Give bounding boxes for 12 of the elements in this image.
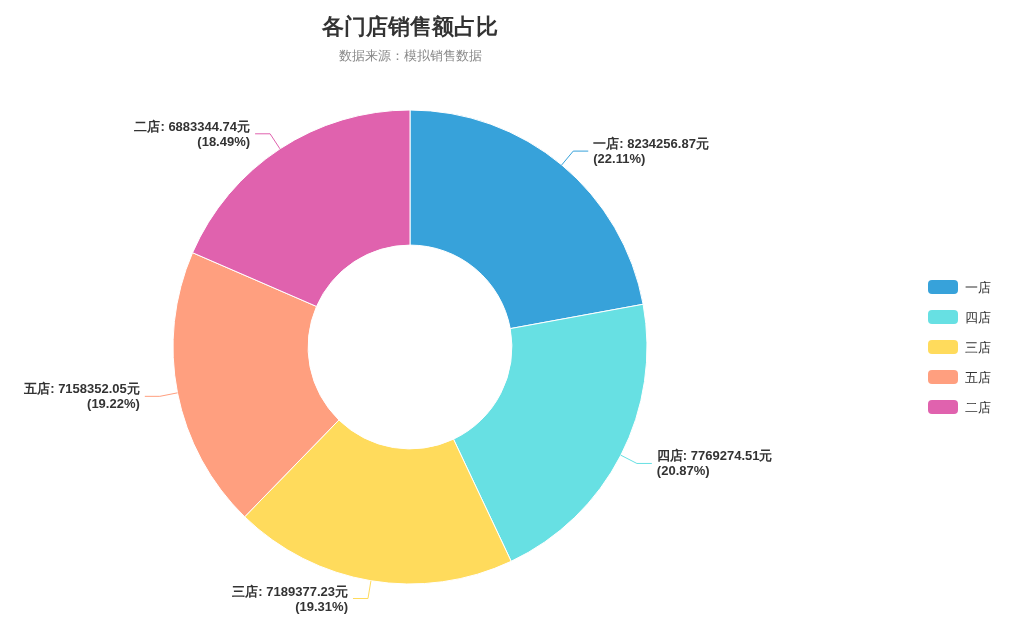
subtitle: 数据来源：模拟销售数据: [338, 48, 482, 63]
legend-label: 二店: [965, 399, 991, 415]
data-label: 三店: 7189377.23元 (19.31%): [232, 583, 348, 614]
data-label: 一店: 8234256.87元 (22.11%): [593, 136, 709, 167]
data-label: 四店: 7769274.51元 (20.87%): [656, 448, 773, 479]
data-label: 五店: 7158352.05元 (19.22%): [24, 381, 140, 412]
legend-label: 五店: [965, 369, 991, 385]
legend-label: 一店: [965, 279, 991, 295]
legend-label: 四店: [965, 309, 991, 325]
title: 各门店销售额占比: [322, 14, 498, 39]
legend-label: 三店: [965, 339, 991, 355]
data-label: 二店: 6883344.74元 (18.49%): [134, 118, 251, 149]
